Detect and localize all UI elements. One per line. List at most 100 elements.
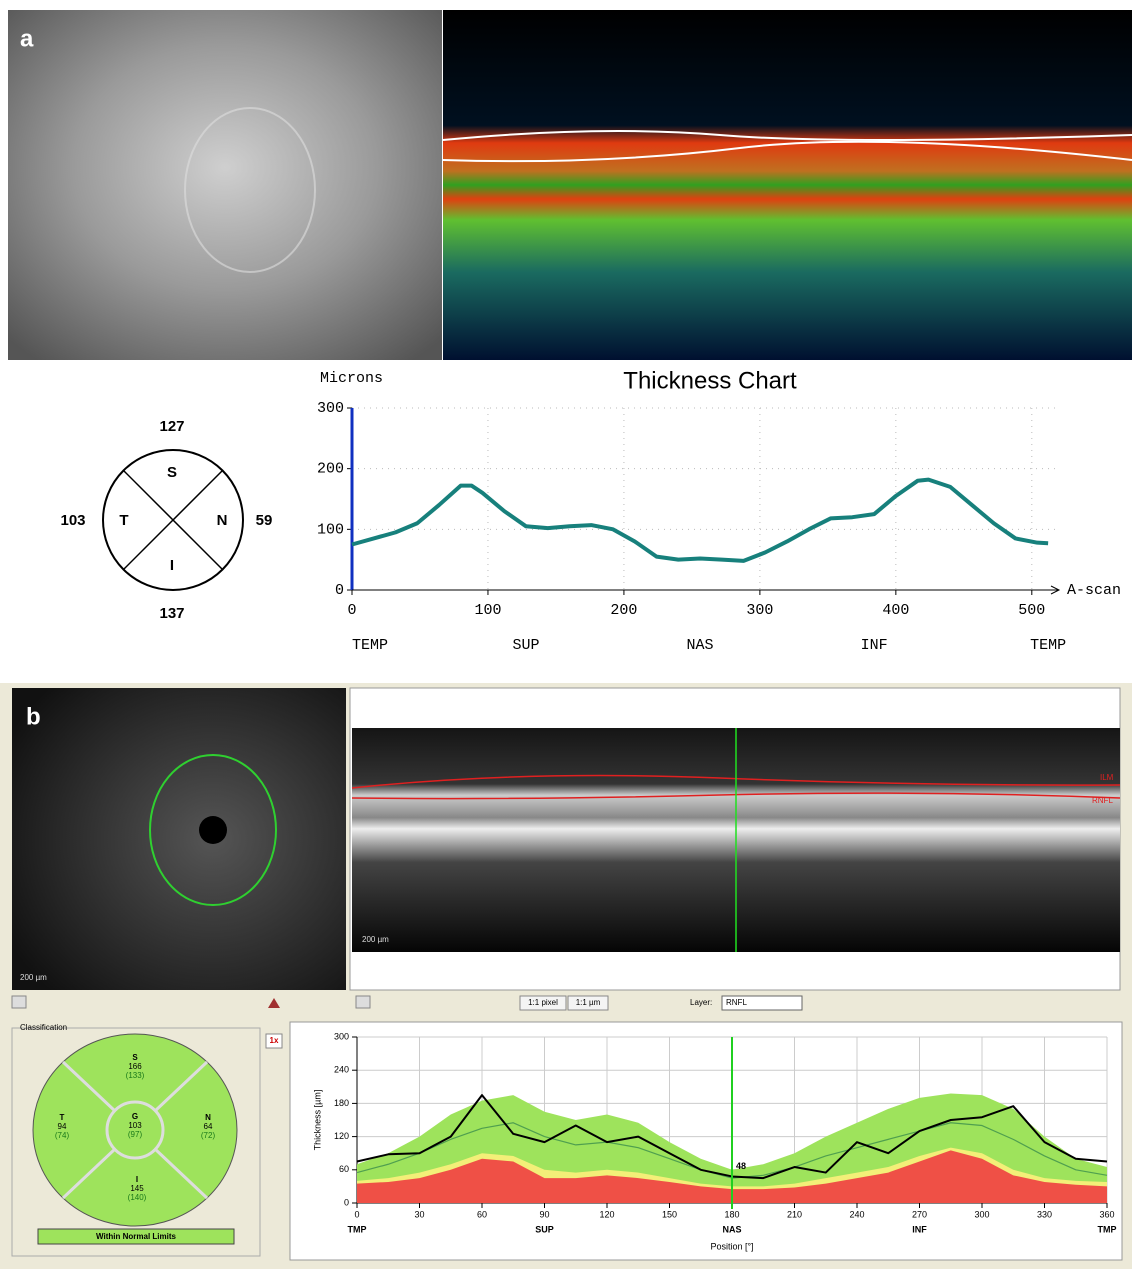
x-tick-label: 0 — [347, 602, 356, 619]
layer-select[interactable] — [721, 995, 803, 1011]
chart: 0 100 200 300 0 100 200 300 400 500 Thickness Char… — [317, 367, 1121, 654]
y-tick-label: 0 — [335, 582, 344, 599]
sector-value: 103 — [60, 512, 85, 529]
sector-normal: (133) — [126, 1071, 145, 1080]
layer-label: ILM — [1100, 773, 1114, 782]
sector-value: 64 — [204, 1122, 213, 1131]
x-tick-label: 60 — [477, 1209, 487, 1219]
y-tick-label: 200 — [317, 461, 344, 478]
button[interactable] — [11, 995, 27, 1009]
chart-title: Thickness Chart — [623, 367, 797, 394]
region-label: INF — [861, 637, 888, 654]
x-tick-label: 360 — [1099, 1209, 1114, 1219]
sector-normal: (97) — [128, 1130, 143, 1139]
scan-circle — [149, 754, 277, 906]
thickness-line — [351, 477, 1049, 563]
sector-normal: (140) — [128, 1193, 147, 1202]
sector-letter: N — [205, 1113, 211, 1122]
y-tick-label: 300 — [317, 400, 344, 417]
x-tick-label: 200 — [610, 602, 637, 619]
y-tick-label: 60 — [339, 1164, 349, 1174]
status-text: Within Normal Limits — [96, 1232, 176, 1241]
region-label: TEMP — [352, 637, 388, 654]
sector-normal: (72) — [201, 1131, 216, 1140]
region-label: TMP — [348, 1224, 367, 1234]
sector-value: 127 — [159, 418, 184, 435]
region-label: TMP — [1098, 1224, 1117, 1234]
rnfl-line — [442, 140, 1132, 163]
x-tick-label: 100 — [474, 602, 501, 619]
x-tick-label: 240 — [849, 1209, 864, 1219]
layer-caption: Layer: — [690, 998, 712, 1007]
fundus-image — [12, 688, 346, 990]
x-tick-label: 270 — [912, 1209, 927, 1219]
chart: 0 60 120 180 240 300 0 30 60 90 120 150 180 210 240 270… — [312, 1031, 1116, 1251]
region-label: INF — [912, 1224, 927, 1234]
x-tick-label: 300 — [746, 602, 773, 619]
sector-letter: G — [132, 1112, 138, 1121]
button[interactable] — [567, 995, 609, 1011]
x-tick-label: 120 — [599, 1209, 614, 1219]
panel-label: b — [26, 703, 41, 730]
scale-label: 200 µm — [20, 973, 47, 982]
y-tick-label: 0 — [344, 1197, 349, 1207]
sector-letter: I — [170, 557, 174, 574]
x-tick-label: 210 — [787, 1209, 802, 1219]
sector-letter: T — [119, 512, 128, 529]
global-circle — [105, 1100, 165, 1160]
region-label: NAS — [687, 637, 714, 654]
x-tick-label: 90 — [539, 1209, 549, 1219]
cursor-value: 48 — [736, 1161, 746, 1171]
oct-scan — [443, 10, 1132, 360]
sector-divider — [122, 469, 224, 571]
x-axis-label: Position [°] — [710, 1241, 753, 1251]
x-tick-label: 180 — [724, 1209, 739, 1219]
y-axis-label: Microns — [320, 370, 383, 387]
sector-letter: S — [132, 1053, 138, 1062]
axis-arrow — [1050, 585, 1061, 595]
region-label: TEMP — [1030, 637, 1066, 654]
button[interactable] — [519, 995, 567, 1011]
ilm-line — [442, 130, 1132, 141]
classification-box — [11, 1027, 261, 1257]
sector-value: 59 — [256, 512, 273, 529]
sector-normal: (74) — [55, 1131, 70, 1140]
zoom-label: 1x — [270, 1036, 279, 1045]
fundus-image — [8, 10, 442, 360]
panel-label: a — [20, 25, 34, 52]
zoom-button[interactable] — [265, 1033, 283, 1049]
optic-disc — [199, 816, 227, 844]
x-tick-label: 330 — [1037, 1209, 1052, 1219]
x-tick-label: 0 — [354, 1209, 359, 1219]
y-tick-label: 300 — [334, 1031, 349, 1041]
sector-value: 166 — [128, 1062, 142, 1071]
sector-divider — [153, 1060, 209, 1113]
layer-label: RNFL — [1092, 796, 1113, 805]
y-tick-label: 180 — [334, 1098, 349, 1108]
y-axis-label: Thickness [µm] — [312, 1090, 322, 1151]
sector-letter: N — [217, 512, 228, 529]
y-tick-label: 100 — [317, 521, 344, 538]
sector-divider — [153, 1147, 209, 1200]
optic-disc — [184, 107, 316, 273]
layer-value: RNFL — [726, 998, 747, 1007]
sector-letter: S — [167, 464, 177, 481]
button-label: 1:1 pixel — [528, 998, 558, 1007]
button-label: 1:1 µm — [576, 998, 601, 1007]
region-label: SUP — [513, 637, 540, 654]
up-arrow[interactable] — [268, 998, 280, 1008]
sector-divider — [61, 1147, 117, 1200]
y-tick-label: 240 — [334, 1065, 349, 1075]
sector-letter: I — [136, 1175, 138, 1184]
sector-letter: T — [60, 1113, 65, 1122]
x-tick-label: 30 — [414, 1209, 424, 1219]
region-label: NAS — [722, 1224, 741, 1234]
sector-value: 145 — [130, 1184, 144, 1193]
ilm-line — [351, 774, 1121, 789]
x-tick-label: 300 — [974, 1209, 989, 1219]
button[interactable] — [355, 995, 371, 1009]
x-tick-label: 500 — [1018, 602, 1045, 619]
region-label: SUP — [535, 1224, 554, 1234]
scale-label: 200 µm — [362, 935, 389, 944]
